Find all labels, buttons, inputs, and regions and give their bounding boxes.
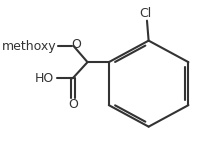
- Text: O: O: [71, 38, 81, 51]
- Text: HO: HO: [34, 72, 54, 85]
- Text: methoxy: methoxy: [2, 40, 56, 53]
- Text: Cl: Cl: [139, 7, 151, 20]
- Text: O: O: [67, 98, 77, 111]
